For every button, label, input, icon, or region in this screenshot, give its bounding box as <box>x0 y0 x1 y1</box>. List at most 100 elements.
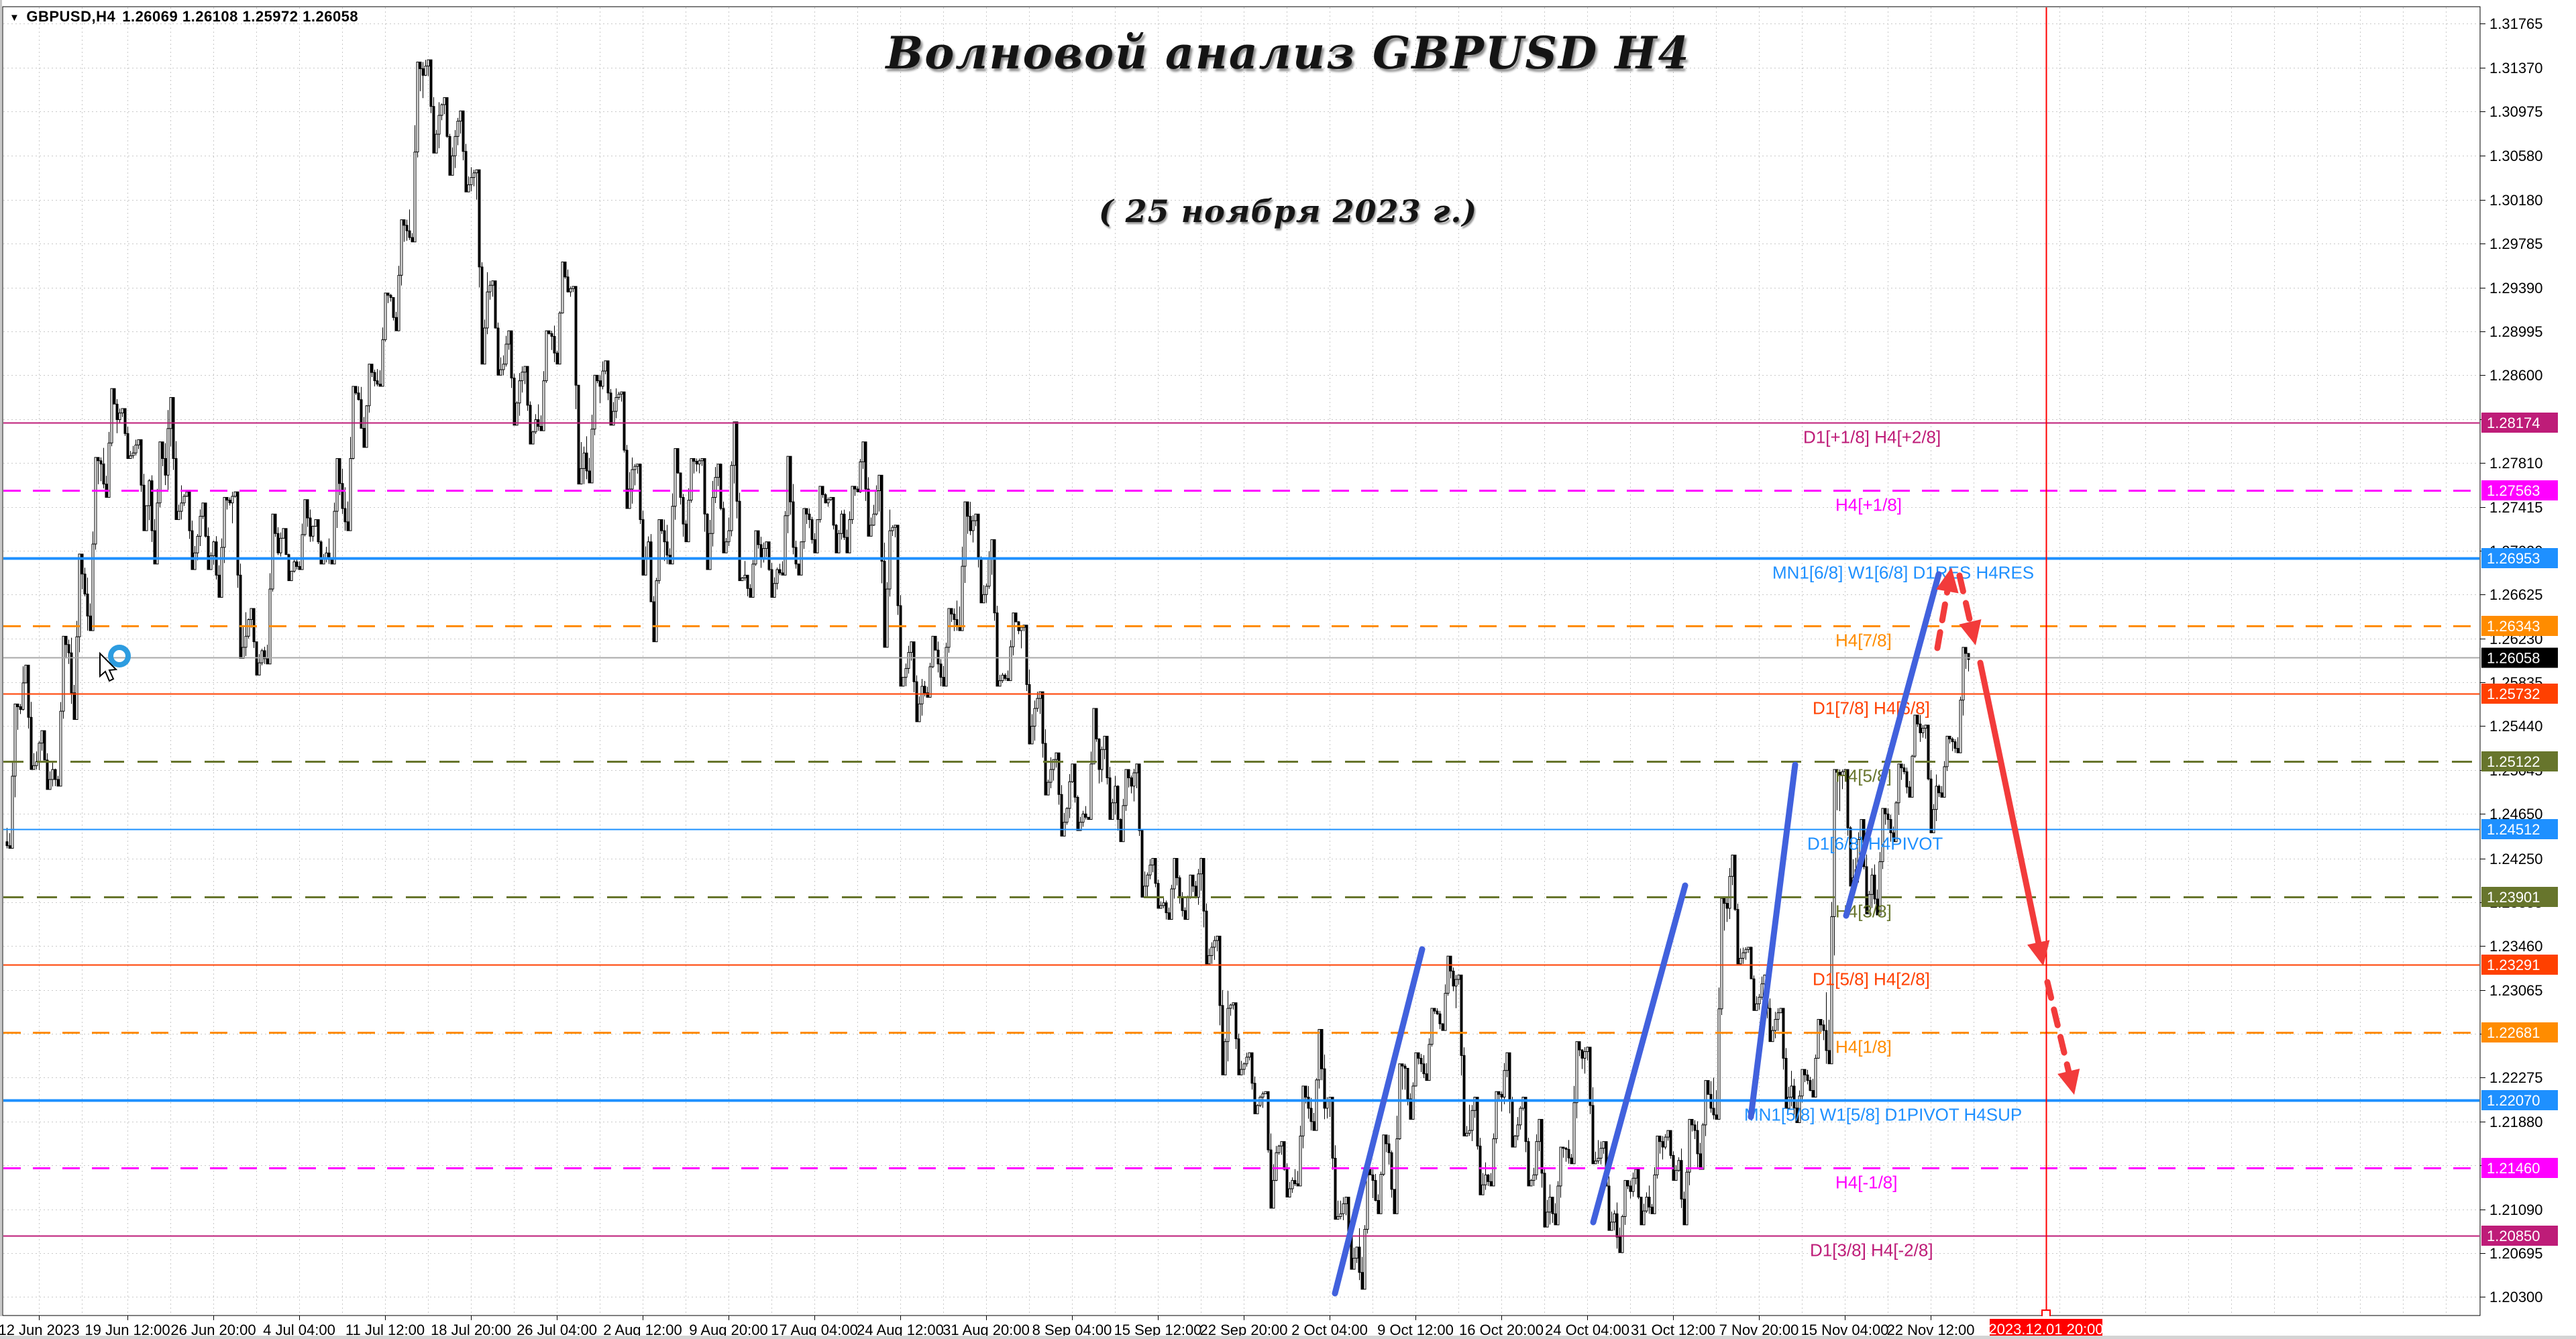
candle-body <box>757 530 760 545</box>
candle-body <box>561 261 564 314</box>
candle-body <box>1650 1206 1654 1214</box>
candle-body <box>368 364 371 407</box>
candle-body <box>1148 864 1152 875</box>
candle-body <box>969 516 972 531</box>
candle-body <box>1084 813 1087 818</box>
projection-arrowhead-icon <box>1959 619 1982 645</box>
price-axis-label: 1.29785 <box>2489 235 2543 252</box>
candle-body <box>899 605 902 687</box>
symbol-dropdown-icon[interactable]: ▼ <box>9 11 20 23</box>
trend-line[interactable] <box>1332 946 1426 1297</box>
candle-body <box>660 519 663 531</box>
candle-body <box>475 169 478 174</box>
candle-body <box>891 527 894 531</box>
candle-body <box>1028 684 1031 745</box>
trend-line[interactable] <box>1748 761 1799 1120</box>
projection-arrow-line[interactable] <box>1934 584 1951 651</box>
projection-arrow-line[interactable] <box>1977 659 2043 950</box>
candle-body <box>421 68 425 76</box>
candle-body <box>504 343 508 365</box>
candle-body <box>1921 727 1925 733</box>
candle-body <box>212 541 215 556</box>
candle-body <box>40 730 44 744</box>
candle-body <box>767 541 771 570</box>
candle-body <box>1967 653 1970 660</box>
candle-body <box>1945 735 1949 767</box>
candle-body <box>346 521 350 531</box>
price-badge-label: 1.23291 <box>2487 957 2540 973</box>
candle-body <box>1025 625 1028 685</box>
candle-body <box>1489 1181 1493 1187</box>
candle-body <box>1806 1074 1809 1081</box>
candle-body <box>1956 748 1960 753</box>
candle-body <box>926 692 929 698</box>
time-axis-label: 19 Jun 12:00 <box>85 1322 170 1338</box>
candle-body <box>526 366 529 406</box>
candle-body <box>405 225 409 231</box>
candle-body <box>751 564 755 598</box>
candle-body <box>923 686 926 694</box>
candle-body <box>1634 1169 1638 1179</box>
candle-body <box>1261 1093 1265 1097</box>
candle-body <box>918 703 921 722</box>
candle-body <box>56 779 60 787</box>
candle-body <box>1191 874 1195 887</box>
candle-body <box>437 115 441 135</box>
candle-body <box>1712 1108 1715 1116</box>
candle-body <box>1677 1160 1680 1171</box>
candle-body <box>89 615 92 631</box>
price-axis[interactable] <box>2481 0 2576 1339</box>
trend-line[interactable] <box>1843 571 1942 919</box>
candle-body <box>1433 1008 1436 1012</box>
candle-body <box>810 519 814 540</box>
candle-body <box>499 369 502 376</box>
candle-body <box>1336 1216 1340 1220</box>
candle-body <box>1444 993 1447 1031</box>
candle-body <box>985 586 988 595</box>
candle-body <box>435 133 438 154</box>
candle-body <box>1752 978 1756 1011</box>
candle-body <box>652 601 655 643</box>
candle-body <box>1618 1236 1621 1253</box>
projection-arrow-line[interactable] <box>2044 979 2073 1079</box>
candle-body <box>1199 858 1203 875</box>
candle-body <box>1001 674 1004 682</box>
candle-body <box>1959 700 1962 753</box>
candle-body <box>19 706 22 710</box>
candle-body <box>27 664 30 718</box>
candle-body <box>628 488 631 509</box>
candle-body <box>470 177 473 185</box>
candle-body <box>1953 741 1957 749</box>
candle-body <box>1503 1070 1506 1097</box>
candle-body <box>853 486 857 490</box>
time-axis-label: 15 Nov 04:00 <box>1801 1322 1889 1338</box>
candle-body <box>502 364 505 370</box>
price-axis-label: 1.27810 <box>2489 455 2543 472</box>
candle-body <box>1202 858 1205 912</box>
time-axis-label: 9 Oct 12:00 <box>1377 1322 1454 1338</box>
candle-body <box>62 635 65 712</box>
candle-body <box>123 408 127 434</box>
candle-body <box>1438 1013 1442 1024</box>
candle-body <box>1669 1130 1672 1156</box>
price-badge <box>2481 480 2558 500</box>
candle-body <box>1637 1169 1640 1197</box>
candle-body <box>247 619 250 637</box>
time-axis[interactable] <box>0 1316 2576 1336</box>
candle-body <box>1234 1002 1238 1040</box>
candle-body <box>1607 1185 1611 1231</box>
candle-body <box>1835 769 1839 773</box>
candle-body <box>837 533 841 553</box>
candle-body <box>1768 1008 1772 1042</box>
candle-body <box>539 425 543 431</box>
candle-body <box>1441 1023 1444 1031</box>
candle-body <box>566 276 570 292</box>
candle-body <box>963 501 967 567</box>
trend-line[interactable] <box>1590 882 1688 1226</box>
candle-body <box>805 508 808 515</box>
candle-body <box>1932 809 1935 833</box>
time-axis-label: 11 Jul 12:00 <box>345 1322 425 1338</box>
projection-arrow-line[interactable] <box>1956 572 1974 629</box>
time-axis-label: 2 Oct 04:00 <box>1291 1322 1368 1338</box>
